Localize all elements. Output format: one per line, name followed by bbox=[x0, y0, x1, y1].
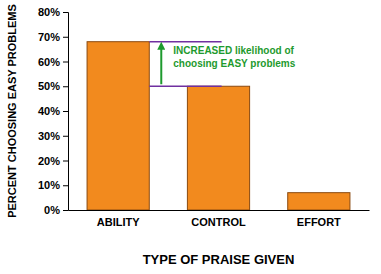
y-tick: 80% bbox=[38, 6, 68, 18]
y-tick-label: 50% bbox=[38, 80, 60, 92]
reference-line bbox=[149, 86, 221, 88]
difference-arrow bbox=[160, 46, 162, 85]
x-tick-label: EFFORT bbox=[297, 216, 341, 228]
y-tick-label: 80% bbox=[38, 6, 60, 18]
x-axis-title: TYPE OF PRAISE GIVEN bbox=[143, 252, 295, 267]
y-tick-label: 60% bbox=[38, 56, 60, 68]
bar bbox=[288, 193, 350, 210]
y-tick-mark bbox=[63, 136, 68, 137]
y-tick-mark bbox=[63, 210, 68, 211]
y-tick-label: 10% bbox=[38, 179, 60, 191]
y-axis: 0% 10% 20% 30% 40% 50% 60% 70% 80% bbox=[38, 6, 69, 216]
y-tick-mark bbox=[63, 185, 68, 186]
annotation: INCREASED likelihood of choosing EASY pro… bbox=[149, 42, 295, 87]
x-tick-label: ABILITY bbox=[97, 216, 140, 228]
y-tick-mark bbox=[63, 12, 68, 13]
y-axis-line bbox=[63, 13, 69, 211]
x-tick: ABILITY bbox=[97, 210, 140, 228]
y-tick-label: 40% bbox=[38, 105, 60, 117]
y-tick: 10% bbox=[38, 179, 68, 191]
y-tick-mark bbox=[63, 62, 68, 63]
plot: 0% 10% 20% 30% 40% 50% 60% 70% 80% ABILITY CONTROL… bbox=[38, 6, 370, 228]
y-tick-mark bbox=[63, 161, 68, 162]
y-tick: 70% bbox=[38, 31, 68, 43]
x-tick: CONTROL bbox=[191, 210, 246, 228]
bars bbox=[87, 42, 350, 210]
y-tick: 20% bbox=[38, 155, 68, 167]
bar bbox=[187, 86, 249, 210]
x-tick: EFFORT bbox=[297, 210, 341, 228]
y-tick-label: 0% bbox=[44, 204, 60, 216]
y-tick: 60% bbox=[38, 56, 68, 68]
y-tick-mark bbox=[63, 37, 68, 38]
chart: 0% 10% 20% 30% 40% 50% 60% 70% 80% ABILITY CONTROL… bbox=[0, 0, 381, 274]
y-tick-mark bbox=[63, 86, 68, 87]
y-tick-label: 30% bbox=[38, 130, 60, 142]
x-axis: ABILITY CONTROL EFFORT bbox=[69, 210, 370, 228]
x-axis-line bbox=[69, 210, 370, 211]
annotation-line: INCREASED likelihood of bbox=[173, 45, 294, 56]
y-tick: 50% bbox=[38, 80, 68, 92]
y-tick: 30% bbox=[38, 130, 68, 142]
y-tick-label: 20% bbox=[38, 155, 60, 167]
bar bbox=[87, 42, 149, 210]
annotation-line: choosing EASY problems bbox=[173, 58, 295, 69]
y-tick: 0% bbox=[44, 204, 68, 216]
y-axis-title: PERCENT CHOOSING EASY PROBLEMS bbox=[6, 4, 18, 218]
y-tick: 40% bbox=[38, 105, 68, 117]
y-tick-mark bbox=[63, 111, 68, 112]
x-tick-label: CONTROL bbox=[191, 216, 246, 228]
annotation-text: INCREASED likelihood of choosing EASY pro… bbox=[173, 45, 295, 69]
reference-line bbox=[149, 41, 221, 43]
y-tick-label: 70% bbox=[38, 31, 60, 43]
